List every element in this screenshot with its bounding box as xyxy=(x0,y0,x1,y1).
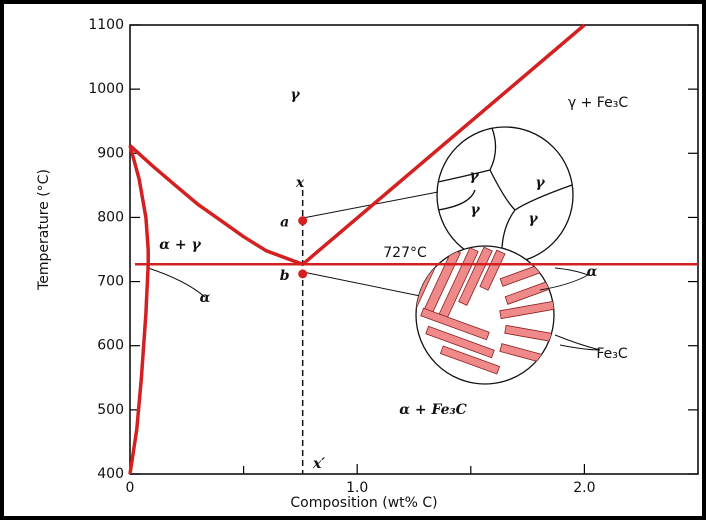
chart: 400 500 600 700 800 900 1000 1100 0 1.0 2.0 Composi… xyxy=(0,0,706,520)
phase-boundary xyxy=(130,146,303,265)
annotation: x′ xyxy=(312,456,325,472)
frame xyxy=(2,2,704,518)
annotation: γ xyxy=(470,202,480,218)
y-tick-label: 1100 xyxy=(88,17,124,33)
x-axis-label: Composition (wt% C) xyxy=(290,495,437,511)
annotation: α + γ xyxy=(159,237,201,253)
annotation: γ xyxy=(290,87,300,103)
x-tick-label: 2.0 xyxy=(573,480,595,496)
y-tick-label: 1000 xyxy=(88,81,124,97)
leader xyxy=(303,272,430,298)
y-tick-label: 600 xyxy=(97,338,124,354)
annotation: α xyxy=(587,264,598,280)
point xyxy=(298,269,307,278)
phase-boundary xyxy=(130,146,148,474)
x-tick-label: 0 xyxy=(126,480,135,496)
annotation: 727°C xyxy=(383,245,427,261)
y-tick-label: 400 xyxy=(97,466,124,482)
pearlite xyxy=(408,246,560,384)
annotation: γ xyxy=(535,175,545,191)
y-axis-label: Temperature (°C) xyxy=(36,169,52,291)
point-label: a xyxy=(280,215,289,231)
annotation: γ xyxy=(469,168,479,184)
point xyxy=(298,216,307,225)
gamma-grains xyxy=(437,127,573,263)
annotation: x xyxy=(295,175,305,191)
annotation: γ + Fe₃C xyxy=(568,95,628,111)
annotation: α + Fe₃C xyxy=(399,402,467,418)
y-tick-label: 500 xyxy=(97,402,124,418)
annotation: γ xyxy=(528,211,538,227)
y-tick-label: 800 xyxy=(97,209,124,225)
annotation: Fe₃C xyxy=(596,346,628,362)
point-label: b xyxy=(280,268,290,284)
y-tick-label: 700 xyxy=(97,274,124,290)
y-tick-label: 900 xyxy=(97,145,124,161)
annotation: α xyxy=(200,290,211,306)
x-tick-label: 1.0 xyxy=(346,480,368,496)
